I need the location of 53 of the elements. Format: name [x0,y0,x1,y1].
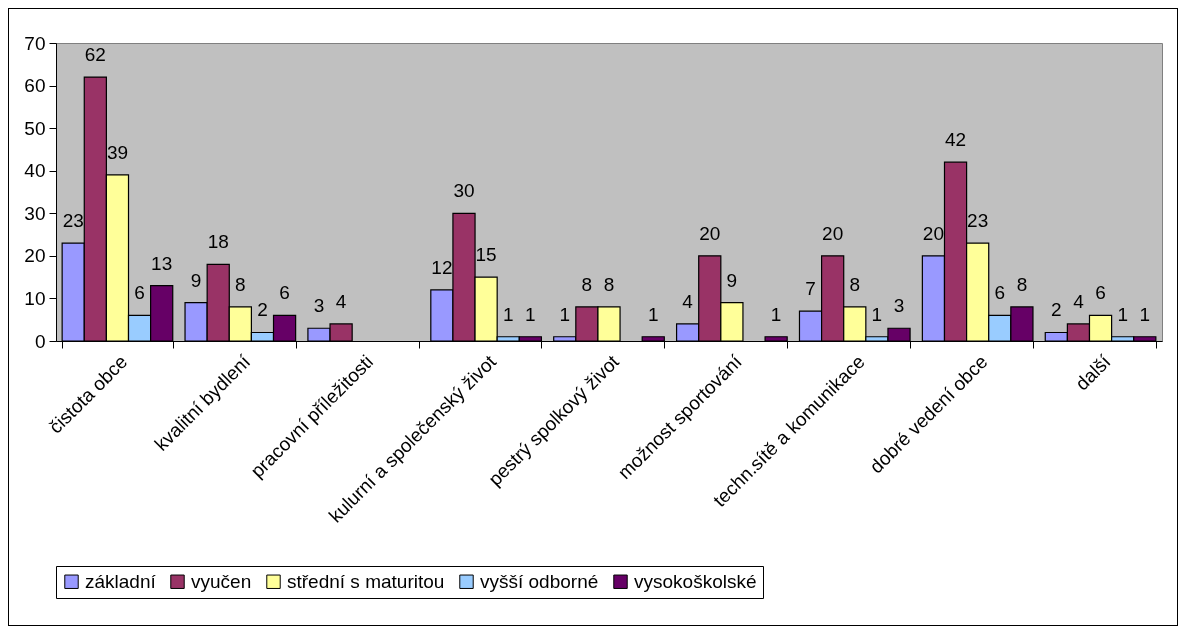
data-label: 8 [1016,273,1028,295]
y-tick-label: 30 [24,202,46,224]
data-label: 23 [967,210,989,232]
data-label: 62 [84,44,106,66]
data-label: 3 [893,295,905,317]
data-label: 7 [805,278,816,300]
data-label: 15 [475,244,497,266]
data-label: 9 [726,269,738,291]
data-label: 20 [699,222,721,244]
data-label: 23 [62,210,84,232]
data-label: 1 [1139,303,1151,325]
data-label: 4 [682,290,694,312]
data-label: 20 [922,222,944,244]
data-label: 1 [647,303,659,325]
data-label: 42 [944,129,967,151]
data-label: 6 [279,282,290,304]
data-label: 30 [453,180,475,202]
data-label: 12 [431,256,453,278]
y-tick-label: 0 [34,330,46,352]
data-label: 4 [335,290,347,312]
y-tick-label: 10 [24,287,46,309]
legend-label: vysokoškolské [634,570,757,592]
legend-label: vyučen [191,570,252,592]
data-label: 3 [313,295,325,317]
data-label: 1 [770,303,782,325]
data-label: 6 [134,282,145,304]
y-tick-label: 60 [24,75,46,97]
y-tick-label: 50 [24,117,46,139]
y-tick-label: 40 [24,160,46,182]
data-label: 2 [1051,299,1062,321]
data-label: 20 [822,222,844,244]
y-tick-label: 70 [24,32,46,54]
legend-label: střední s maturitou [287,570,445,592]
data-label: 8 [581,273,593,295]
data-label: 4 [1073,290,1085,312]
data-label: 8 [235,273,246,295]
data-label: 1 [871,303,883,325]
data-label: 6 [994,282,1006,304]
data-label: 1 [1117,303,1128,325]
data-label: 39 [106,141,129,163]
data-label: 6 [1095,282,1106,304]
legend-label: vyšší odborné [480,570,599,592]
data-label: 13 [151,252,173,274]
data-label: 1 [502,303,514,325]
data-label: 8 [849,273,861,295]
data-label: 8 [603,273,615,295]
legend-label: základní [85,570,157,592]
data-label: 18 [207,231,229,253]
data-label: 2 [257,299,268,321]
data-label: 1 [525,303,536,325]
data-label: 1 [559,303,571,325]
y-tick-label: 20 [24,245,46,267]
data-label: 9 [190,269,202,291]
